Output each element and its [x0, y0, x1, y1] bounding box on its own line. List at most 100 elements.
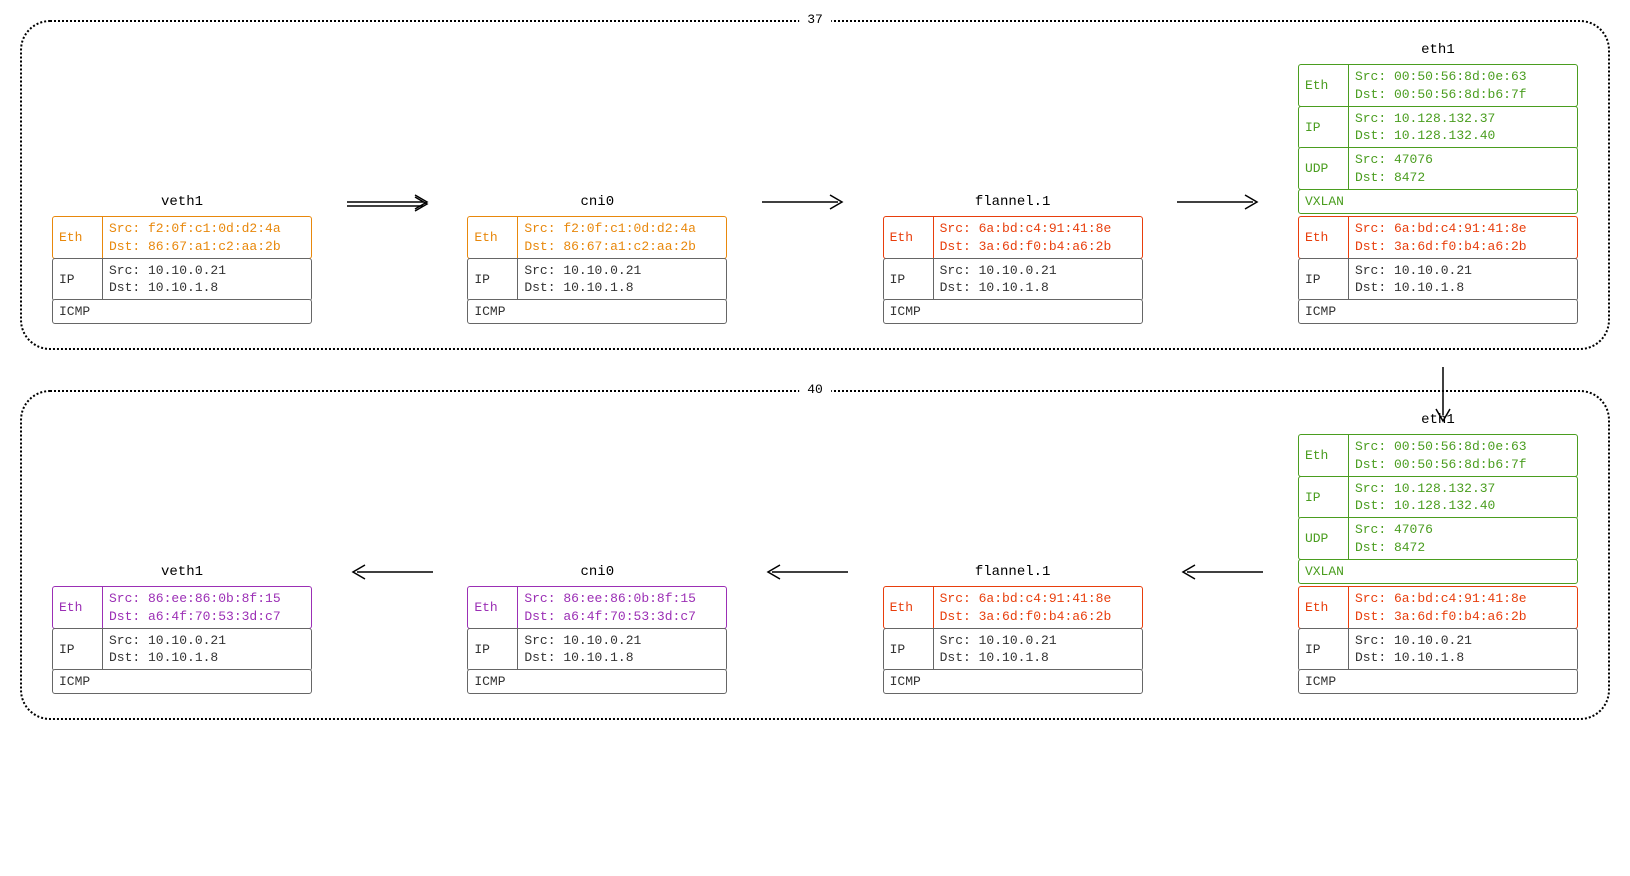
layer-dst: Dst: 86:67:a1:c2:aa:2b	[109, 238, 305, 256]
layer-body: Src: 00:50:56:8d:0e:63 Dst: 00:50:56:8d:…	[1349, 65, 1577, 106]
interface-cni0: cni0 Eth Src: f2:0f:c1:0d:d2:4a Dst: 86:…	[467, 194, 727, 323]
layer-body: Src: 86:ee:86:0b:8f:15 Dst: a6:4f:70:53:…	[518, 587, 726, 628]
flow-arrow	[330, 190, 450, 214]
packet-stack: Eth Src: 6a:bd:c4:91:41:8e Dst: 3a:6d:f0…	[883, 216, 1143, 323]
layer-dst: Dst: 10.10.1.8	[109, 279, 305, 297]
packet-stack: Eth Src: f2:0f:c1:0d:d2:4a Dst: 86:67:a1…	[52, 216, 312, 323]
layer-tag: ICMP	[1305, 304, 1336, 319]
layer-dst: Dst: 8472	[1355, 539, 1571, 557]
layer-src: Src: 10.10.0.21	[1355, 632, 1571, 650]
layer-dst: Dst: 3a:6d:f0:b4:a6:2b	[1355, 608, 1571, 626]
layer-body: Src: 47076 Dst: 8472	[1349, 518, 1577, 559]
interface-title: flannel.1	[975, 194, 1051, 210]
packet-layer-icmp: ICMP	[883, 669, 1143, 694]
layer-src: Src: f2:0f:c1:0d:d2:4a	[109, 220, 305, 238]
layer-dst: Dst: 00:50:56:8d:b6:7f	[1355, 86, 1571, 104]
interfaces-row: veth1 Eth Src: 86:ee:86:0b:8f:15 Dst: a6…	[52, 412, 1578, 693]
packet-layer-vxlan: VXLAN	[1298, 559, 1578, 584]
layer-tag: ICMP	[1305, 674, 1336, 689]
layer-src: Src: 10.10.0.21	[524, 262, 720, 280]
flow-arrow	[1160, 190, 1280, 214]
layer-tag: Eth	[1299, 435, 1349, 476]
layer-body: Src: 6a:bd:c4:91:41:8e Dst: 3a:6d:f0:b4:…	[934, 587, 1142, 628]
layer-tag: IP	[468, 629, 518, 670]
layer-tag: ICMP	[890, 304, 921, 319]
layer-tag: IP	[468, 259, 518, 300]
interface-veth1: veth1 Eth Src: f2:0f:c1:0d:d2:4a Dst: 86…	[52, 194, 312, 323]
layer-dst: Dst: 3a:6d:f0:b4:a6:2b	[1355, 238, 1571, 256]
layer-src: Src: 10.10.0.21	[1355, 262, 1571, 280]
layer-dst: Dst: 10.128.132.40	[1355, 497, 1571, 515]
layer-body: Src: 6a:bd:c4:91:41:8e Dst: 3a:6d:f0:b4:…	[934, 217, 1142, 258]
layer-body: Src: 47076 Dst: 8472	[1349, 148, 1577, 189]
layer-body: Src: 10.10.0.21 Dst: 10.10.1.8	[1349, 259, 1577, 300]
arrow-right-icon	[760, 190, 850, 214]
layer-body: Src: 6a:bd:c4:91:41:8e Dst: 3a:6d:f0:b4:…	[1349, 217, 1577, 258]
flow-arrow	[1160, 560, 1280, 584]
packet-stack: Eth Src: 00:50:56:8d:0e:63 Dst: 00:50:56…	[1298, 64, 1578, 323]
layer-src: Src: 10.128.132.37	[1355, 480, 1571, 498]
layer-tag: Eth	[468, 587, 518, 628]
layer-src: Src: 10.10.0.21	[109, 262, 305, 280]
packet-layer-eth: Eth Src: 86:ee:86:0b:8f:15 Dst: a6:4f:70…	[52, 586, 312, 629]
packet-layer-eth: Eth Src: 00:50:56:8d:0e:63 Dst: 00:50:56…	[1298, 64, 1578, 107]
flow-arrow	[330, 560, 450, 584]
layer-body: Src: 00:50:56:8d:0e:63 Dst: 00:50:56:8d:…	[1349, 435, 1577, 476]
layer-body: Src: 10.128.132.37 Dst: 10.128.132.40	[1349, 477, 1577, 518]
layer-tag: Eth	[1299, 65, 1349, 106]
interfaces-row: veth1 Eth Src: f2:0f:c1:0d:d2:4a Dst: 86…	[52, 42, 1578, 323]
interface-eth1: eth1 Eth Src: 00:50:56:8d:0e:63 Dst: 00:…	[1298, 42, 1578, 323]
layer-src: Src: 6a:bd:c4:91:41:8e	[940, 590, 1136, 608]
layer-tag: Eth	[884, 217, 934, 258]
packet-layer-icmp: ICMP	[52, 669, 312, 694]
layer-tag: UDP	[1299, 518, 1349, 559]
layer-tag: ICMP	[59, 674, 90, 689]
packet-layer-ip: IP Src: 10.10.0.21 Dst: 10.10.1.8	[1298, 628, 1578, 671]
packet-layer-ip: IP Src: 10.128.132.37 Dst: 10.128.132.40	[1298, 106, 1578, 149]
packet-layer-icmp: ICMP	[467, 669, 727, 694]
layer-tag: ICMP	[474, 674, 505, 689]
arrow-right-icon	[1175, 190, 1265, 214]
interface-title: flannel.1	[975, 564, 1051, 580]
layer-dst: Dst: 10.10.1.8	[940, 279, 1136, 297]
layer-src: Src: f2:0f:c1:0d:d2:4a	[524, 220, 720, 238]
arrow-down-icon	[1431, 365, 1455, 425]
packet-layer-ip: IP Src: 10.10.0.21 Dst: 10.10.1.8	[467, 258, 727, 301]
interface-veth1: veth1 Eth Src: 86:ee:86:0b:8f:15 Dst: a6…	[52, 564, 312, 693]
packet-layer-ip: IP Src: 10.10.0.21 Dst: 10.10.1.8	[883, 628, 1143, 671]
layer-dst: Dst: 10.10.1.8	[109, 649, 305, 667]
flow-arrow	[745, 560, 865, 584]
layer-dst: Dst: 8472	[1355, 169, 1571, 187]
packet-layer-ip: IP Src: 10.10.0.21 Dst: 10.10.1.8	[883, 258, 1143, 301]
layer-tag: Eth	[468, 217, 518, 258]
layer-body: Src: 10.10.0.21 Dst: 10.10.1.8	[518, 629, 726, 670]
layer-src: Src: 10.10.0.21	[940, 262, 1136, 280]
layer-src: Src: 6a:bd:c4:91:41:8e	[1355, 220, 1571, 238]
layer-tag: ICMP	[59, 304, 90, 319]
layer-src: Src: 6a:bd:c4:91:41:8e	[940, 220, 1136, 238]
packet-layer-icmp: ICMP	[52, 299, 312, 324]
interface-title: veth1	[161, 564, 203, 580]
layer-src: Src: 00:50:56:8d:0e:63	[1355, 438, 1571, 456]
layer-src: Src: 6a:bd:c4:91:41:8e	[1355, 590, 1571, 608]
layer-tag: IP	[1299, 629, 1349, 670]
layer-src: Src: 00:50:56:8d:0e:63	[1355, 68, 1571, 86]
layer-dst: Dst: 10.128.132.40	[1355, 127, 1571, 145]
layer-body: Src: 10.128.132.37 Dst: 10.128.132.40	[1349, 107, 1577, 148]
layer-tag: ICMP	[474, 304, 505, 319]
layer-body: Src: 10.10.0.21 Dst: 10.10.1.8	[934, 259, 1142, 300]
layer-tag: UDP	[1299, 148, 1349, 189]
arrow-right-icon	[345, 190, 435, 214]
diagram-root: 37 veth1 Eth Src: f2:0f:c1:0d:d2:4a Dst:…	[20, 20, 1610, 720]
packet-layer-eth: Eth Src: 6a:bd:c4:91:41:8e Dst: 3a:6d:f0…	[883, 586, 1143, 629]
layer-tag: IP	[1299, 477, 1349, 518]
packet-stack: Eth Src: f2:0f:c1:0d:d2:4a Dst: 86:67:a1…	[467, 216, 727, 323]
flow-arrow	[745, 190, 865, 214]
packet-stack: Eth Src: 6a:bd:c4:91:41:8e Dst: 3a:6d:f0…	[883, 586, 1143, 693]
layer-body: Src: 10.10.0.21 Dst: 10.10.1.8	[518, 259, 726, 300]
layer-src: Src: 10.10.0.21	[109, 632, 305, 650]
layer-body: Src: 10.10.0.21 Dst: 10.10.1.8	[934, 629, 1142, 670]
layer-tag: Eth	[53, 217, 103, 258]
interface-title: eth1	[1421, 42, 1455, 58]
layer-tag: Eth	[53, 587, 103, 628]
